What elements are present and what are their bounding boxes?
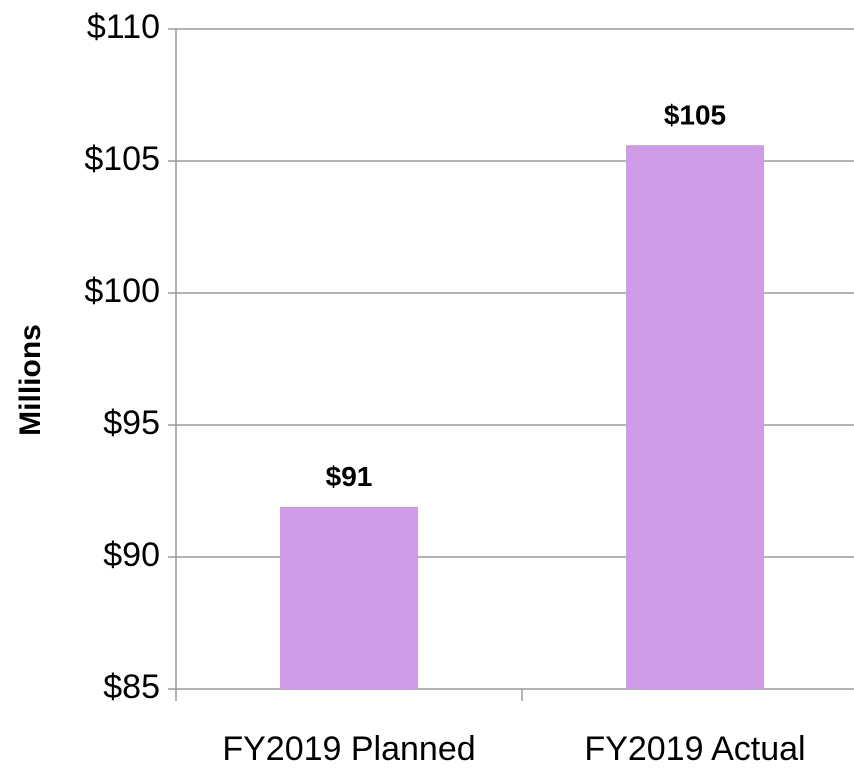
y-tick-label: $110 bbox=[87, 8, 160, 46]
bar bbox=[626, 145, 764, 689]
y-tick-label: $105 bbox=[84, 140, 160, 178]
y-tick-label: $95 bbox=[103, 404, 160, 442]
bar bbox=[280, 506, 418, 689]
data-label: $91 bbox=[326, 461, 373, 492]
y-tick-label: $85 bbox=[103, 668, 160, 706]
data-label: $105 bbox=[664, 100, 726, 131]
y-tick-label: $90 bbox=[103, 536, 160, 574]
x-tick-label: FY2019 Planned bbox=[222, 730, 475, 768]
y-tick-label: $100 bbox=[84, 272, 160, 310]
x-tick-label: FY2019 Actual bbox=[584, 730, 805, 768]
y-axis-title: Millions bbox=[14, 324, 47, 436]
